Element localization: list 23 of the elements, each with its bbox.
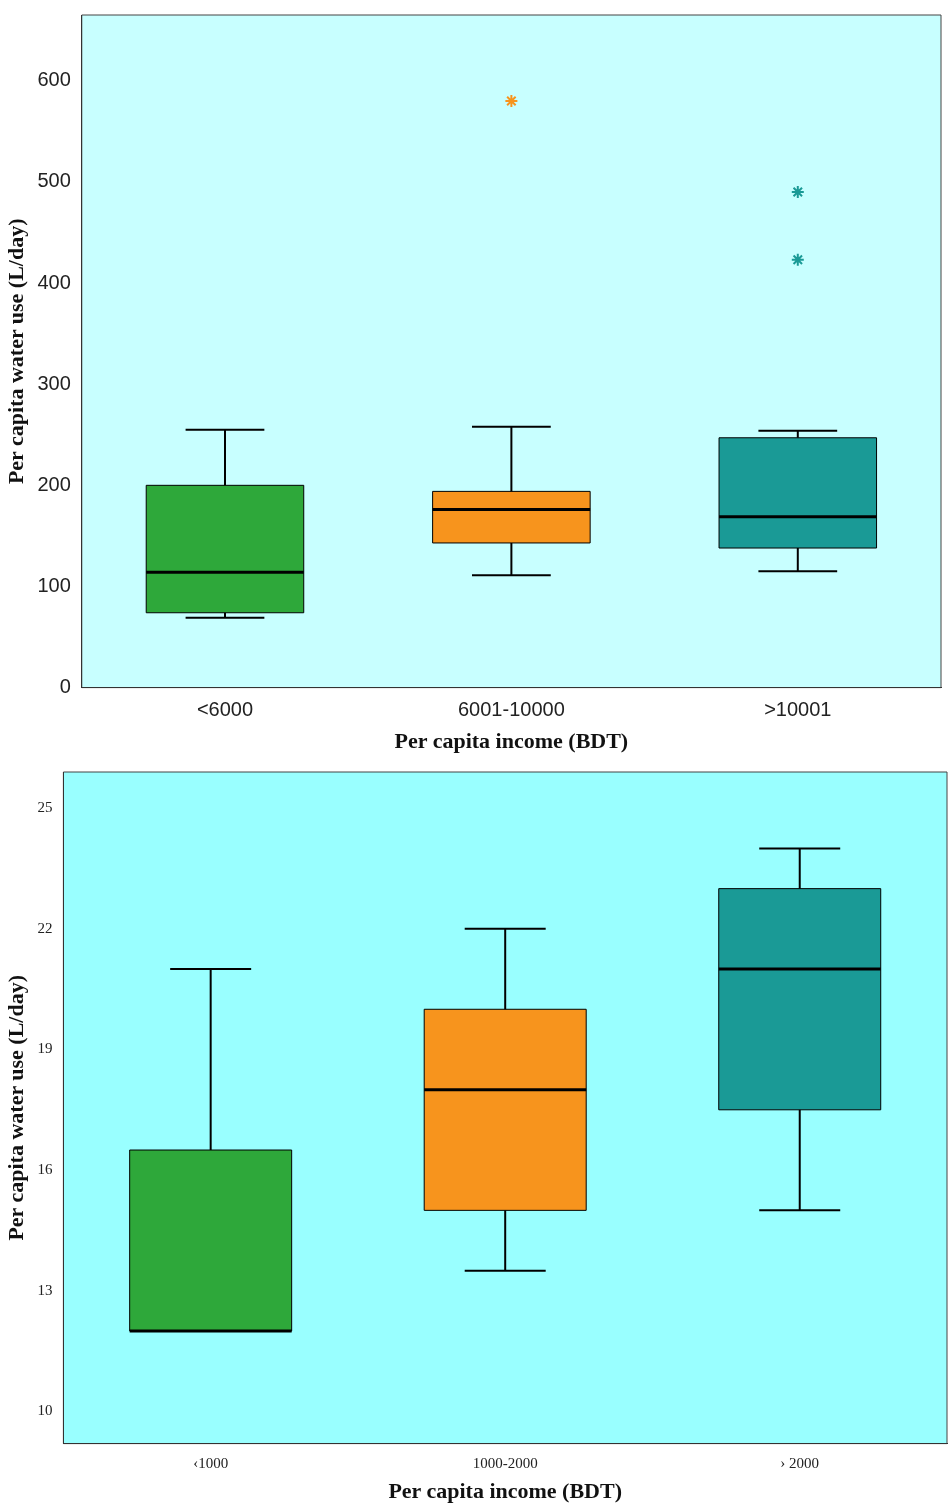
x-axis-title: Per capita income (BDT) <box>388 1478 622 1504</box>
y-tick-label: 600 <box>37 68 71 91</box>
x-tick-label: >10001 <box>764 698 832 721</box>
y-tick-label: 500 <box>37 169 71 192</box>
y-tick-label: 10 <box>37 1402 53 1419</box>
y-tick-label: 16 <box>37 1161 53 1178</box>
x-tick-label: 1000-2000 <box>472 1454 538 1471</box>
y-tick-label: 200 <box>37 472 71 495</box>
y-tick-label: 0 <box>59 675 71 698</box>
y-tick-label: 19 <box>37 1040 53 1057</box>
x-tick-label: ‹1000 <box>193 1454 229 1471</box>
y-tick-label: 100 <box>37 573 71 596</box>
y-tick-label: 400 <box>37 270 71 293</box>
y-tick-label: 13 <box>37 1281 53 1298</box>
y-tick-label: 22 <box>37 919 53 936</box>
y-axis-title: Per capita water use (L/day) <box>2 975 28 1241</box>
x-tick-label: <6000 <box>196 698 254 721</box>
y-axis-title: Per capita water use (L/day) <box>2 218 28 485</box>
y-tick-label: 25 <box>37 799 53 816</box>
x-tick-label: 6001-10000 <box>457 698 565 721</box>
x-axis-title: Per capita income (BDT) <box>394 728 629 754</box>
x-tick-label: › 2000 <box>780 1454 820 1471</box>
y-tick-label: 300 <box>37 371 71 394</box>
